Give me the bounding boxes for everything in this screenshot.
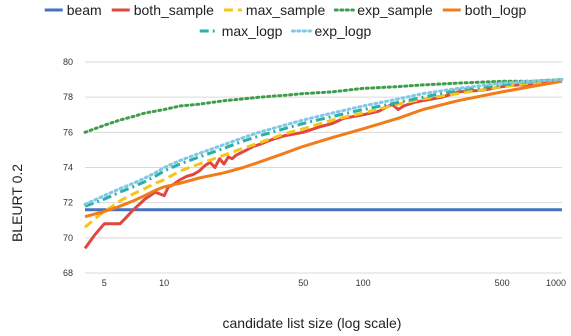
legend-label-both_logp: both_logp	[465, 2, 527, 18]
legend-label-max_logp: max_logp	[222, 23, 283, 39]
y-tick-label: 76	[63, 127, 73, 137]
series-line-both_logp	[84, 79, 563, 219]
x-tick-label: 5	[102, 278, 107, 288]
legend-label-max_sample: max_sample	[246, 2, 326, 18]
y-tick-label: 74	[63, 163, 73, 173]
legend-item-max_sample: max_sample	[223, 2, 326, 18]
legend-item-exp_logp: exp_logp	[290, 23, 371, 39]
series-line-exp_logp	[83, 78, 564, 206]
y-tick-label: 72	[63, 198, 73, 208]
y-tick-label: 80	[63, 57, 73, 67]
x-axis-title: candidate list size (log scale)	[223, 315, 402, 331]
y-tick-label: 68	[63, 268, 73, 278]
y-tick-label: 70	[63, 233, 73, 243]
legend-label-both_sample: both_sample	[134, 2, 214, 18]
series-line-exp_sample	[83, 78, 564, 134]
legend-label-beam: beam	[67, 2, 102, 18]
legend-item-beam: beam	[44, 2, 102, 18]
series-lines	[83, 78, 564, 250]
x-tick-label: 1000	[546, 278, 566, 288]
x-tick-label: 10	[159, 278, 169, 288]
x-tick-label: 100	[356, 278, 371, 288]
legend: beam both_sample max_sample exp_sample both_…	[44, 2, 527, 39]
legend-item-both_logp: both_logp	[442, 2, 527, 18]
legend-label-exp_logp: exp_logp	[314, 23, 371, 39]
series-line-max_sample	[84, 79, 563, 229]
series-line-both_sample	[83, 79, 562, 250]
legend-item-exp_sample: exp_sample	[333, 2, 433, 18]
legend-item-max_logp: max_logp	[199, 23, 283, 39]
tick-labels: 68 70 72 74 76 78 80 5 10 50 100 500 1000	[63, 57, 566, 288]
legend-label-exp_sample: exp_sample	[357, 2, 433, 18]
series-line-max_logp	[84, 78, 563, 208]
x-tick-label: 500	[495, 278, 510, 288]
y-axis-title: BLEURT 0.2	[9, 164, 25, 242]
legend-item-both_sample: both_sample	[111, 2, 214, 18]
y-tick-label: 78	[63, 92, 73, 102]
x-tick-label: 50	[298, 278, 308, 288]
